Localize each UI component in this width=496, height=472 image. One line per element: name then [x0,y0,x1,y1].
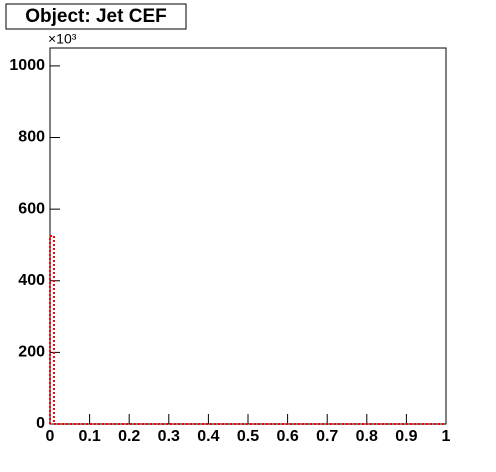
histogram-bin [49,235,55,424]
x-tick-label: 0.7 [316,428,338,445]
y-tick-label: 0 [36,415,45,432]
y-tick-label: 1000 [9,57,45,74]
x-tick-label: 0.5 [237,428,259,445]
x-tick-label: 0.3 [158,428,180,445]
x-tick-label: 0.1 [78,428,100,445]
x-tick-label: 0.8 [356,428,378,445]
y-tick-label: 800 [18,129,45,146]
x-tick-label: 0 [46,428,55,445]
chart-title: Object: Jet CEF [25,6,166,27]
y-tick-label: 600 [18,200,45,217]
x-tick-label: 0.6 [276,428,298,445]
y-tick-label: 400 [18,272,45,289]
x-tick-label: 0.9 [395,428,417,445]
title-box [5,3,187,30]
x-tick-label: 0.4 [197,428,219,445]
x-tick-label: 0.2 [118,428,140,445]
y-multiplier: ×10³ [48,31,77,47]
y-tick-label: 200 [18,344,45,361]
x-tick-label: 1 [442,428,451,445]
